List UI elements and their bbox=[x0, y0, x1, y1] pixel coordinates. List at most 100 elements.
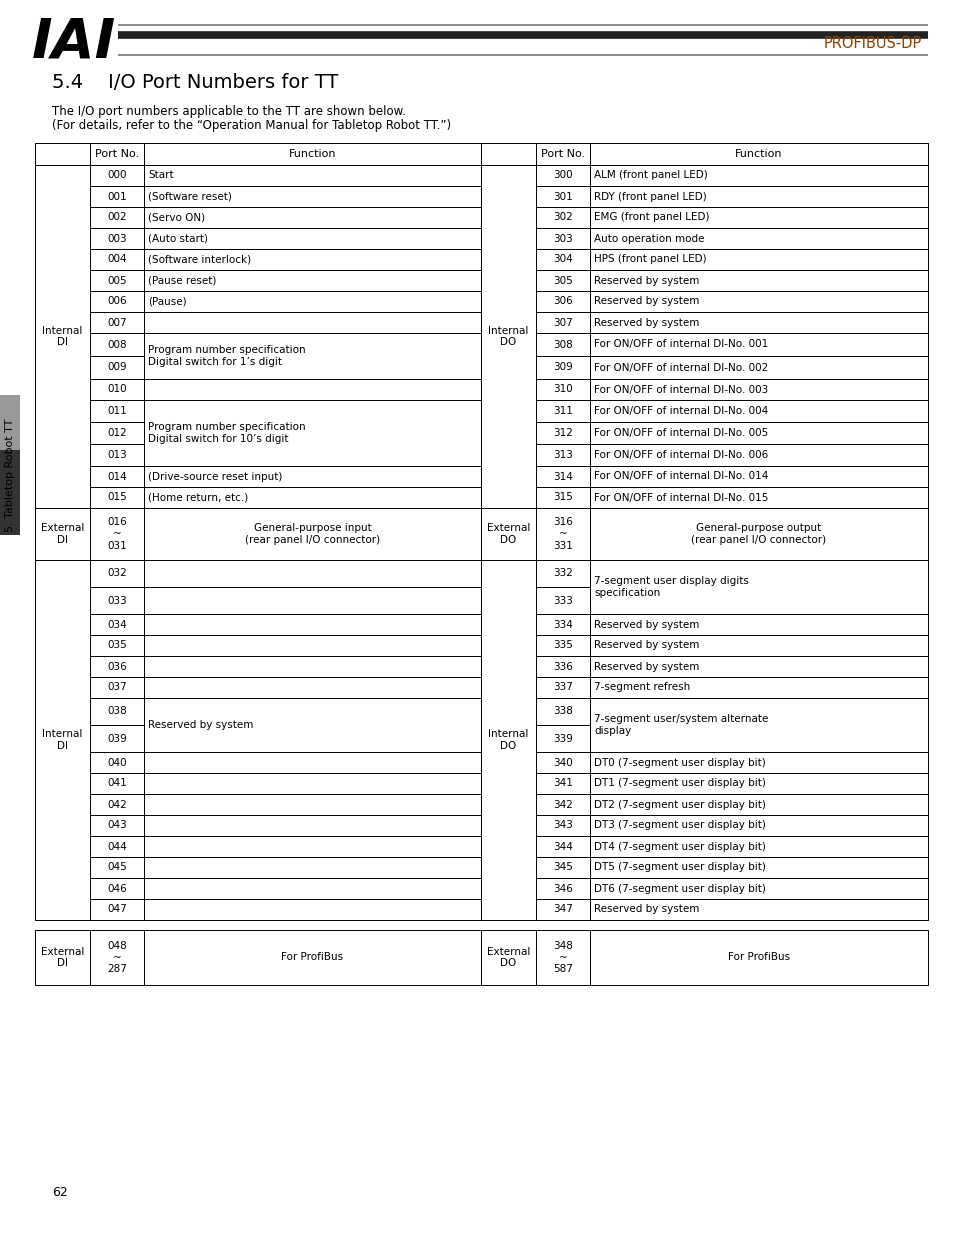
Bar bbox=[90, 815, 144, 836]
Bar bbox=[90, 270, 144, 291]
Bar bbox=[144, 794, 480, 815]
Text: (Software reset): (Software reset) bbox=[148, 191, 232, 201]
Bar bbox=[536, 698, 589, 725]
Text: Reserved by system: Reserved by system bbox=[594, 296, 699, 306]
Text: DT3 (7-segment user display bit): DT3 (7-segment user display bit) bbox=[594, 820, 765, 830]
Bar bbox=[589, 379, 927, 400]
Bar bbox=[144, 186, 480, 207]
Bar bbox=[35, 165, 90, 508]
Bar bbox=[90, 878, 144, 899]
Bar bbox=[589, 677, 927, 698]
Text: 316
~
331: 316 ~ 331 bbox=[553, 517, 573, 551]
Text: 310: 310 bbox=[553, 384, 572, 394]
Bar bbox=[589, 836, 927, 857]
Text: 347: 347 bbox=[553, 904, 573, 914]
Text: Port No.: Port No. bbox=[95, 149, 139, 159]
Bar bbox=[536, 614, 589, 635]
Bar bbox=[536, 207, 589, 228]
Text: Internal
DI: Internal DI bbox=[42, 729, 83, 751]
Bar bbox=[144, 635, 480, 656]
Bar bbox=[589, 356, 927, 379]
Text: Function: Function bbox=[289, 149, 335, 159]
Text: Internal
DI: Internal DI bbox=[42, 326, 83, 347]
Text: Reserved by system: Reserved by system bbox=[594, 904, 699, 914]
Text: 315: 315 bbox=[553, 493, 573, 503]
Bar bbox=[90, 487, 144, 508]
Text: Start: Start bbox=[148, 170, 173, 180]
Text: 035: 035 bbox=[107, 641, 127, 651]
Bar bbox=[536, 508, 589, 559]
Bar bbox=[144, 899, 480, 920]
Bar bbox=[144, 165, 480, 186]
Text: 313: 313 bbox=[553, 450, 573, 459]
Text: General-purpose output
(rear panel I/O connector): General-purpose output (rear panel I/O c… bbox=[691, 524, 825, 545]
Bar bbox=[589, 466, 927, 487]
Bar bbox=[144, 587, 480, 614]
Bar bbox=[480, 143, 536, 165]
Bar bbox=[589, 899, 927, 920]
Text: External
DI: External DI bbox=[41, 524, 84, 545]
Bar bbox=[589, 270, 927, 291]
Text: 339: 339 bbox=[553, 734, 573, 743]
Bar bbox=[536, 587, 589, 614]
Text: (Home return, etc.): (Home return, etc.) bbox=[148, 493, 248, 503]
Bar bbox=[589, 773, 927, 794]
Bar bbox=[536, 445, 589, 466]
Text: Internal
DO: Internal DO bbox=[488, 729, 528, 751]
Text: 302: 302 bbox=[553, 212, 572, 222]
Text: EMG (front panel LED): EMG (front panel LED) bbox=[594, 212, 709, 222]
Text: 345: 345 bbox=[553, 862, 573, 872]
Bar bbox=[144, 930, 480, 986]
Text: Reserved by system: Reserved by system bbox=[594, 317, 699, 327]
Text: PROFIBUS-DP: PROFIBUS-DP bbox=[822, 37, 921, 52]
Bar bbox=[35, 143, 90, 165]
Bar bbox=[480, 559, 536, 920]
Text: 343: 343 bbox=[553, 820, 573, 830]
Bar bbox=[589, 445, 927, 466]
Bar bbox=[536, 422, 589, 445]
Text: General-purpose input
(rear panel I/O connector): General-purpose input (rear panel I/O co… bbox=[245, 524, 379, 545]
Bar bbox=[90, 899, 144, 920]
Bar bbox=[90, 207, 144, 228]
Bar bbox=[589, 186, 927, 207]
Bar bbox=[536, 312, 589, 333]
Text: 333: 333 bbox=[553, 595, 573, 605]
Text: 041: 041 bbox=[107, 778, 127, 788]
Bar bbox=[144, 228, 480, 249]
Bar bbox=[589, 698, 927, 752]
Text: 348
~
587: 348 ~ 587 bbox=[553, 941, 573, 974]
Bar bbox=[536, 291, 589, 312]
Bar bbox=[90, 559, 144, 587]
Bar bbox=[589, 291, 927, 312]
Text: For ON/OFF of internal DI-No. 002: For ON/OFF of internal DI-No. 002 bbox=[594, 363, 767, 373]
Bar bbox=[90, 773, 144, 794]
Bar bbox=[536, 186, 589, 207]
Text: DT2 (7-segment user display bit): DT2 (7-segment user display bit) bbox=[594, 799, 765, 809]
Text: 011: 011 bbox=[107, 406, 127, 416]
Bar bbox=[536, 466, 589, 487]
Text: DT4 (7-segment user display bit): DT4 (7-segment user display bit) bbox=[594, 841, 765, 851]
Text: DT5 (7-segment user display bit): DT5 (7-segment user display bit) bbox=[594, 862, 765, 872]
Text: DT1 (7-segment user display bit): DT1 (7-segment user display bit) bbox=[594, 778, 765, 788]
Bar bbox=[589, 614, 927, 635]
Text: DT0 (7-segment user display bit): DT0 (7-segment user display bit) bbox=[594, 757, 765, 767]
Text: 039: 039 bbox=[107, 734, 127, 743]
Text: 341: 341 bbox=[553, 778, 573, 788]
Text: ALM (front panel LED): ALM (front panel LED) bbox=[594, 170, 707, 180]
Text: HPS (front panel LED): HPS (front panel LED) bbox=[594, 254, 706, 264]
Text: 032: 032 bbox=[107, 568, 127, 578]
Bar bbox=[536, 930, 589, 986]
Text: For ON/OFF of internal DI-No. 001: For ON/OFF of internal DI-No. 001 bbox=[594, 340, 767, 350]
Text: 346: 346 bbox=[553, 883, 573, 893]
Text: 5. Tabletop Robot TT: 5. Tabletop Robot TT bbox=[5, 419, 15, 532]
Text: 332: 332 bbox=[553, 568, 573, 578]
Text: 036: 036 bbox=[107, 662, 127, 672]
Bar bbox=[90, 857, 144, 878]
Bar bbox=[589, 249, 927, 270]
Bar bbox=[35, 559, 90, 920]
Text: 305: 305 bbox=[553, 275, 572, 285]
Text: Reserved by system: Reserved by system bbox=[148, 720, 253, 730]
Bar bbox=[589, 312, 927, 333]
Bar bbox=[589, 559, 927, 614]
Text: 015: 015 bbox=[107, 493, 127, 503]
